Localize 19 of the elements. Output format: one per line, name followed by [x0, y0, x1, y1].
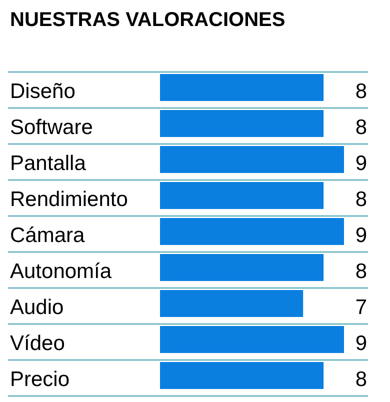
- data-label: 7: [355, 296, 367, 319]
- y-tick-label: Cámara: [10, 224, 86, 247]
- data-label: 9: [355, 224, 367, 247]
- y-tick-label: Pantalla: [10, 152, 86, 175]
- y-tick-label: Autonomía: [10, 260, 112, 283]
- y-tick-label: Audio: [10, 296, 64, 319]
- data-label: 8: [355, 116, 367, 139]
- y-tick-label: Software: [10, 116, 93, 139]
- y-tick-label: Rendimiento: [10, 188, 128, 211]
- data-label: 8: [355, 260, 367, 283]
- data-label: 8: [355, 80, 367, 103]
- y-tick-label: Precio: [10, 368, 70, 391]
- y-tick-label: Vídeo: [10, 332, 65, 355]
- data-label: 9: [355, 332, 367, 355]
- data-label: 9: [355, 152, 367, 175]
- data-label: 8: [355, 188, 367, 211]
- data-label: 8: [355, 368, 367, 391]
- y-tick-label: Diseño: [10, 80, 76, 103]
- chart-title: NUESTRAS VALORACIONES: [10, 9, 286, 31]
